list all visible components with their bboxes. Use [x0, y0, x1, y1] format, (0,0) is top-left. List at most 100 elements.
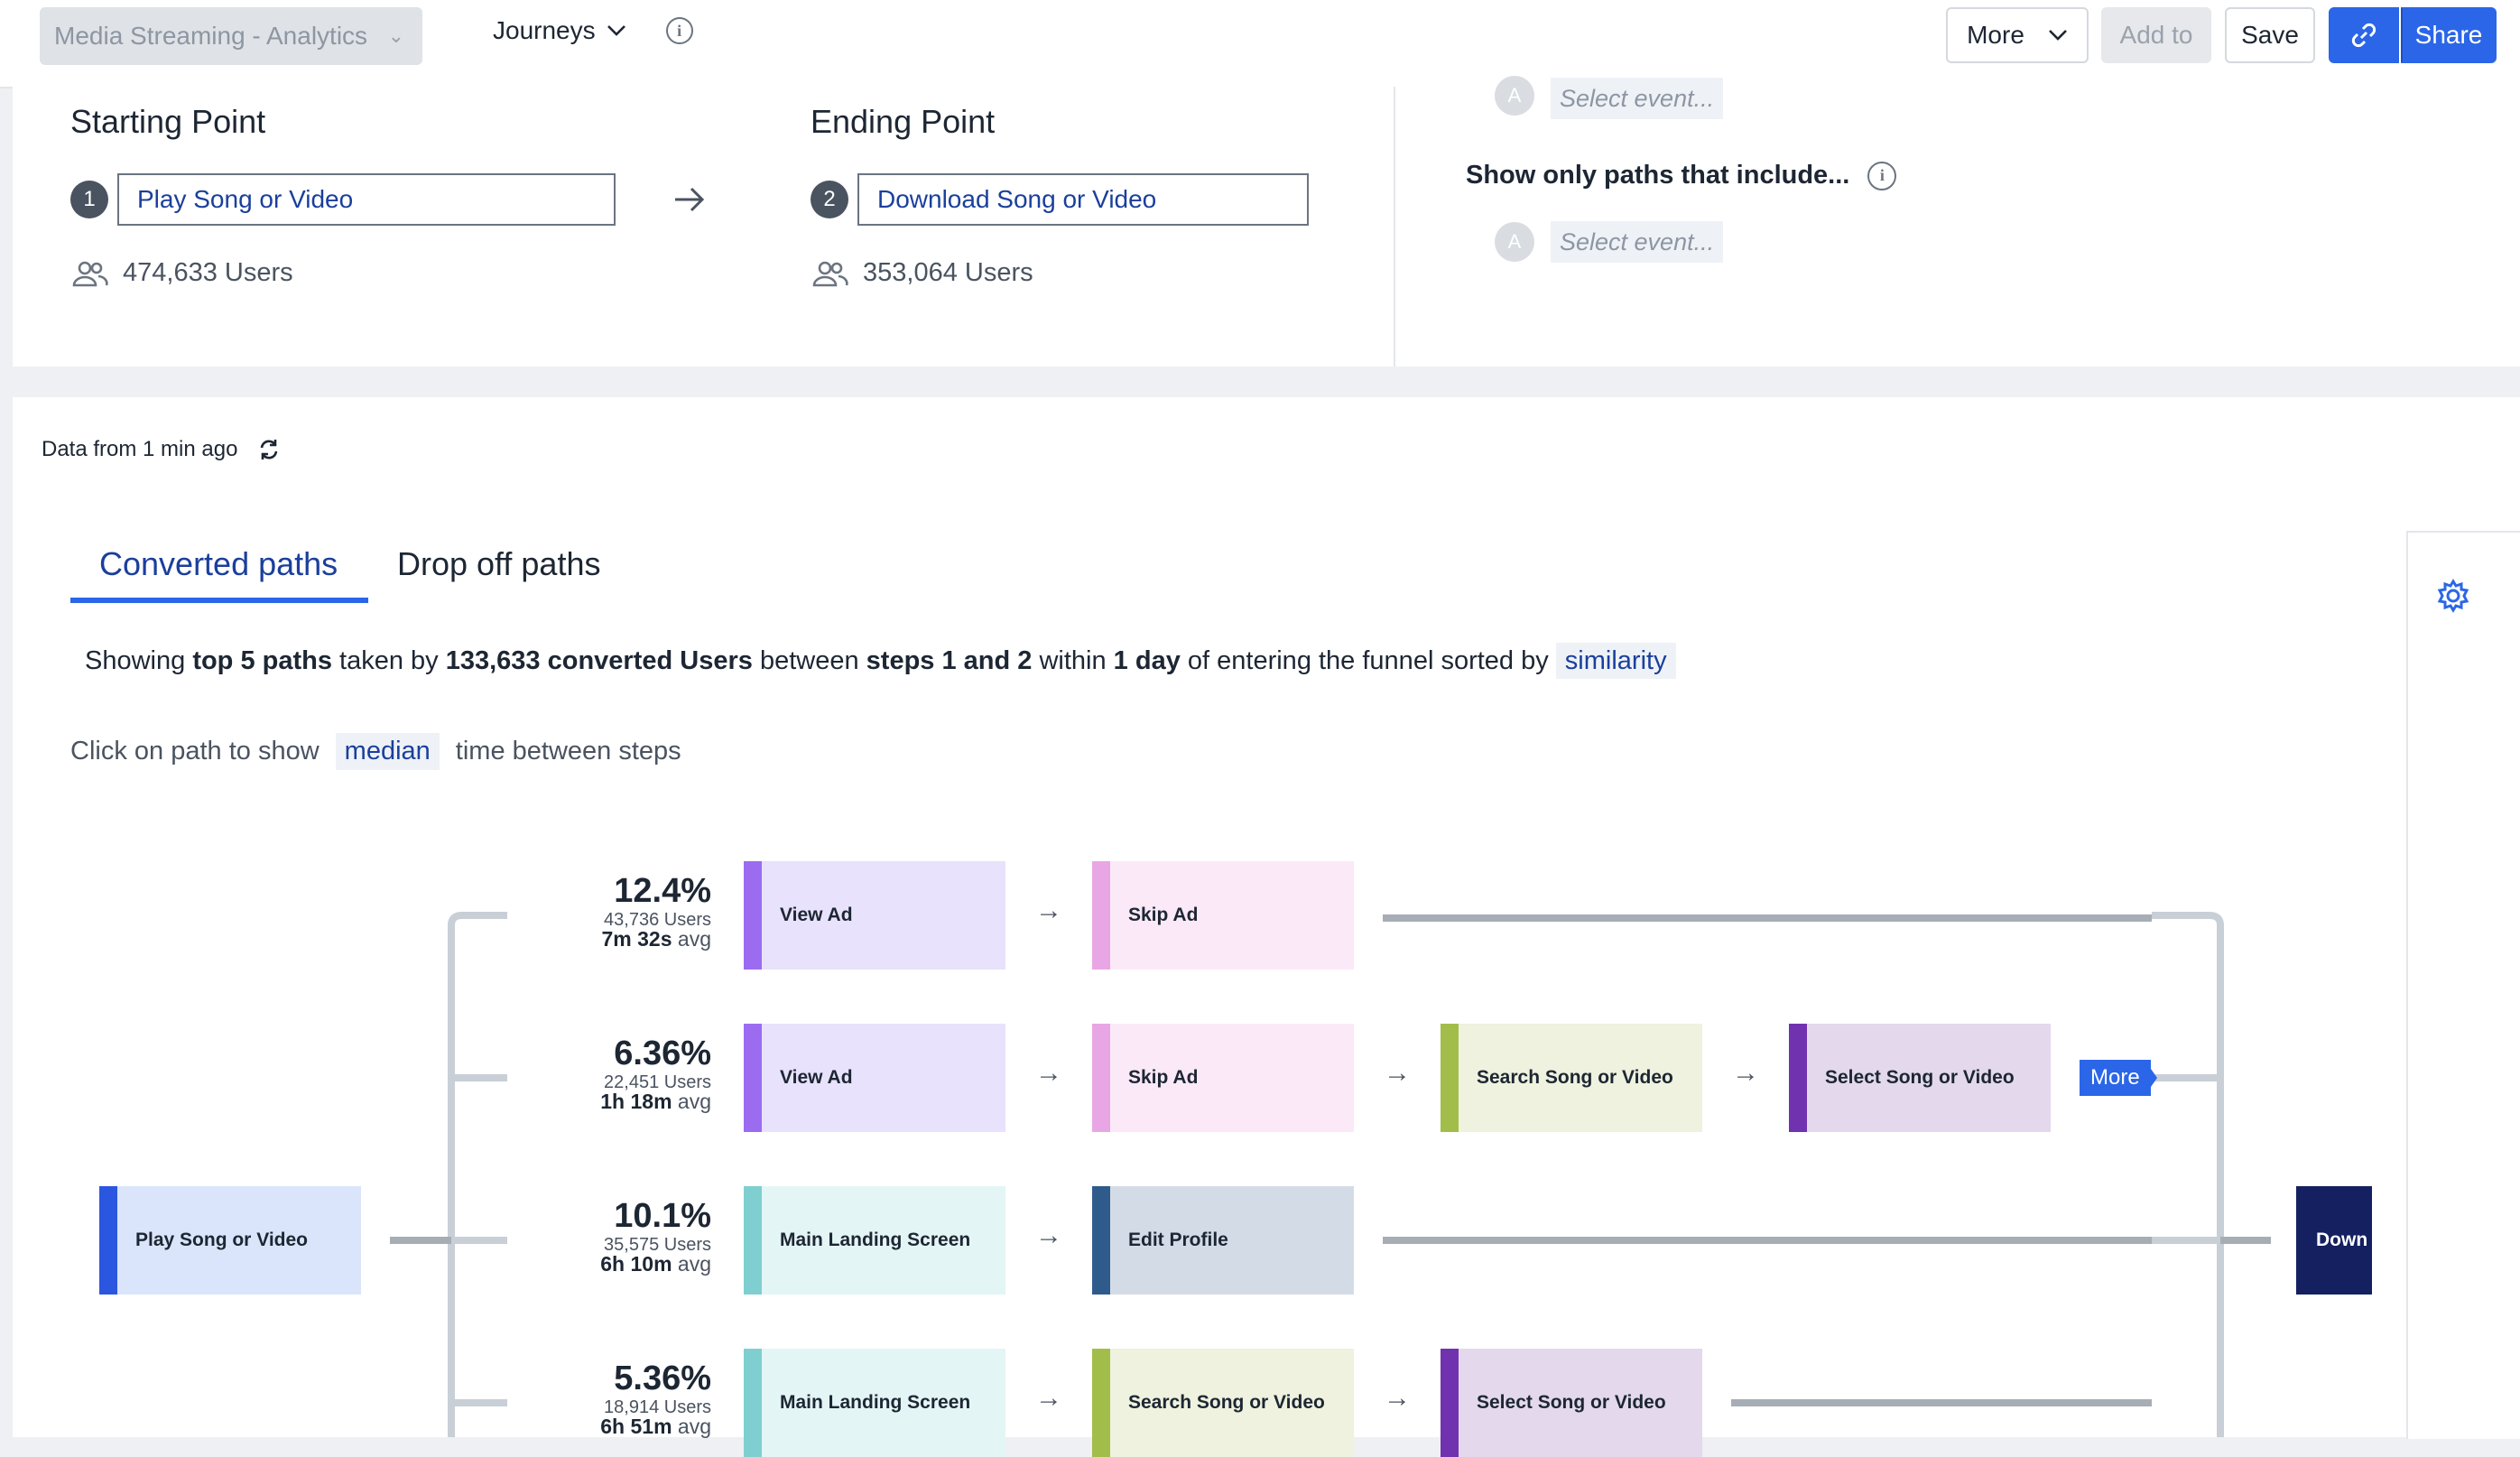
tab-converted-paths[interactable]: Converted paths — [99, 545, 338, 582]
arrow-right-icon: → — [1732, 1058, 1759, 1088]
path-connectors — [390, 912, 2271, 1437]
path-step-search[interactable]: Search Song or Video — [1092, 1349, 1354, 1457]
summary-text: steps 1 and 2 — [866, 646, 1033, 675]
starting-point-title: Starting Point — [70, 103, 266, 140]
include-filter-label: Show only paths that include... — [1466, 161, 1850, 190]
path-avg-time: 6h 51m avg — [549, 1415, 711, 1438]
chevron-down-icon — [2048, 30, 2067, 41]
top-bar: Media Streaming - Analytics ⌄ Journeys i… — [0, 0, 2520, 88]
avg-time-value: 1h 18m — [600, 1090, 672, 1113]
exclude-event-selector[interactable]: Select event... — [1551, 78, 1724, 119]
data-freshness-label: Data from 1 min ago — [42, 437, 238, 461]
path-percentage: 10.1% — [614, 1197, 711, 1235]
chevron-down-icon: ⌄ — [387, 24, 404, 47]
summary-text: 1 day — [1113, 646, 1181, 675]
path-stats[interactable]: 5.36% 18,914 Users 6h 51m avg — [549, 1360, 711, 1438]
path-step-view-ad[interactable]: View Ad — [744, 861, 1005, 970]
end-node[interactable]: Down — [2296, 1186, 2372, 1295]
more-button[interactable]: More — [1946, 7, 2089, 63]
more-steps-button[interactable]: More — [2080, 1060, 2151, 1096]
path-users: 22,451 Users — [604, 1072, 711, 1092]
tab-drop-off-paths[interactable]: Drop off paths — [397, 545, 601, 582]
start-users-label: 474,633 Users — [123, 258, 293, 287]
include-event-selector[interactable]: Select event... — [1551, 221, 1724, 263]
step-number-badge: 2 — [811, 181, 848, 218]
path-users: 35,575 Users — [604, 1235, 711, 1255]
include-badge: A — [1495, 222, 1534, 262]
copy-link-button[interactable] — [2329, 7, 2399, 63]
avg-label: avg — [677, 927, 711, 951]
path-avg-time: 6h 10m avg — [549, 1252, 711, 1276]
step-number-badge: 1 — [70, 181, 108, 218]
avg-time-value: 7m 32s — [601, 927, 672, 951]
path-step-select[interactable]: Select Song or Video — [1789, 1024, 2051, 1132]
arrow-right-icon: → — [1384, 1383, 1411, 1413]
click-hint-text: Click on path to show — [70, 737, 320, 766]
path-step-edit-profile[interactable]: Edit Profile — [1092, 1186, 1354, 1295]
arrow-right-icon: → — [1384, 1058, 1411, 1088]
project-label: Media Streaming - Analytics — [54, 22, 368, 50]
path-stats[interactable]: 10.1% 35,575 Users 6h 10m avg — [549, 1197, 711, 1276]
path-step-view-ad[interactable]: View Ad — [744, 1024, 1005, 1132]
filters-panel: A Select event... Show only paths that i… — [1395, 76, 2520, 367]
data-freshness: Data from 1 min ago — [42, 437, 281, 462]
time-metric-selector[interactable]: median — [335, 733, 440, 770]
arrow-right-icon: → — [1035, 896, 1062, 925]
chevron-down-icon — [607, 25, 625, 36]
refresh-icon[interactable] — [257, 438, 281, 461]
avg-time-value: 6h 10m — [600, 1252, 672, 1276]
path-step-main-landing[interactable]: Main Landing Screen — [744, 1349, 1005, 1457]
end-event-selector[interactable]: Download Song or Video — [857, 173, 1309, 226]
end-users-label: 353,064 Users — [863, 258, 1033, 287]
path-avg-time: 1h 18m avg — [549, 1090, 711, 1113]
paths-summary: Showing top 5 paths taken by 133,633 con… — [85, 643, 1676, 679]
share-label: Share — [2414, 21, 2483, 49]
active-tab-indicator — [70, 598, 368, 603]
click-hint-text: time between steps — [455, 737, 681, 766]
info-icon[interactable]: i — [1867, 161, 1897, 190]
link-icon — [2351, 23, 2376, 48]
start-event-selector[interactable]: Play Song or Video — [117, 173, 616, 226]
save-label: Save — [2241, 21, 2299, 49]
summary-text: top 5 paths — [192, 646, 332, 675]
start-users-count: 474,633 Users — [72, 258, 293, 288]
share-button[interactable]: Share — [2401, 7, 2497, 63]
arrow-right-icon: → — [1035, 1383, 1062, 1413]
path-stats[interactable]: 6.36% 22,451 Users 1h 18m avg — [549, 1035, 711, 1113]
path-step-search[interactable]: Search Song or Video — [1441, 1024, 1702, 1132]
path-step-main-landing[interactable]: Main Landing Screen — [744, 1186, 1005, 1295]
avg-time-value: 6h 51m — [600, 1415, 672, 1438]
project-selector[interactable]: Media Streaming - Analytics ⌄ — [40, 7, 422, 65]
more-label: More — [1967, 21, 2024, 49]
arrow-right-icon: → — [1035, 1058, 1062, 1088]
path-users: 18,914 Users — [604, 1397, 711, 1417]
summary-text: between — [752, 646, 866, 675]
path-percentage: 12.4% — [614, 872, 711, 910]
results-panel: Data from 1 min ago Converted paths Drop… — [13, 397, 2520, 1457]
add-to-label: Add to — [2119, 21, 2193, 49]
path-stats[interactable]: 12.4% 43,736 Users 7m 32s avg — [549, 872, 712, 951]
summary-text: within — [1032, 646, 1114, 675]
more-tag-tip — [2145, 1060, 2157, 1096]
chart-type-label: Journeys — [493, 16, 596, 44]
users-icon — [812, 261, 848, 286]
funnel-panel: Starting Point 1 Play Song or Video 474,… — [13, 87, 1395, 367]
path-step-skip-ad[interactable]: Skip Ad — [1092, 861, 1354, 970]
info-icon[interactable]: i — [665, 17, 693, 44]
save-button[interactable]: Save — [2225, 7, 2315, 63]
end-users-count: 353,064 Users — [812, 258, 1033, 288]
avg-label: avg — [677, 1090, 711, 1113]
gear-icon[interactable] — [2435, 578, 2471, 614]
exclude-badge: A — [1495, 76, 1534, 116]
path-step-skip-ad[interactable]: Skip Ad — [1092, 1024, 1354, 1132]
chart-type-dropdown[interactable]: Journeys i — [493, 16, 693, 45]
path-step-select[interactable]: Select Song or Video — [1441, 1349, 1702, 1457]
start-node[interactable]: Play Song or Video — [99, 1186, 361, 1295]
path-percentage: 6.36% — [614, 1035, 711, 1072]
summary-text: taken by — [331, 646, 446, 675]
users-icon — [72, 261, 108, 286]
arrow-right-icon: → — [1035, 1220, 1062, 1250]
sort-by-selector[interactable]: similarity — [1555, 643, 1676, 679]
path-avg-time: 7m 32s avg — [549, 927, 712, 951]
add-to-button[interactable]: Add to — [2101, 7, 2211, 63]
